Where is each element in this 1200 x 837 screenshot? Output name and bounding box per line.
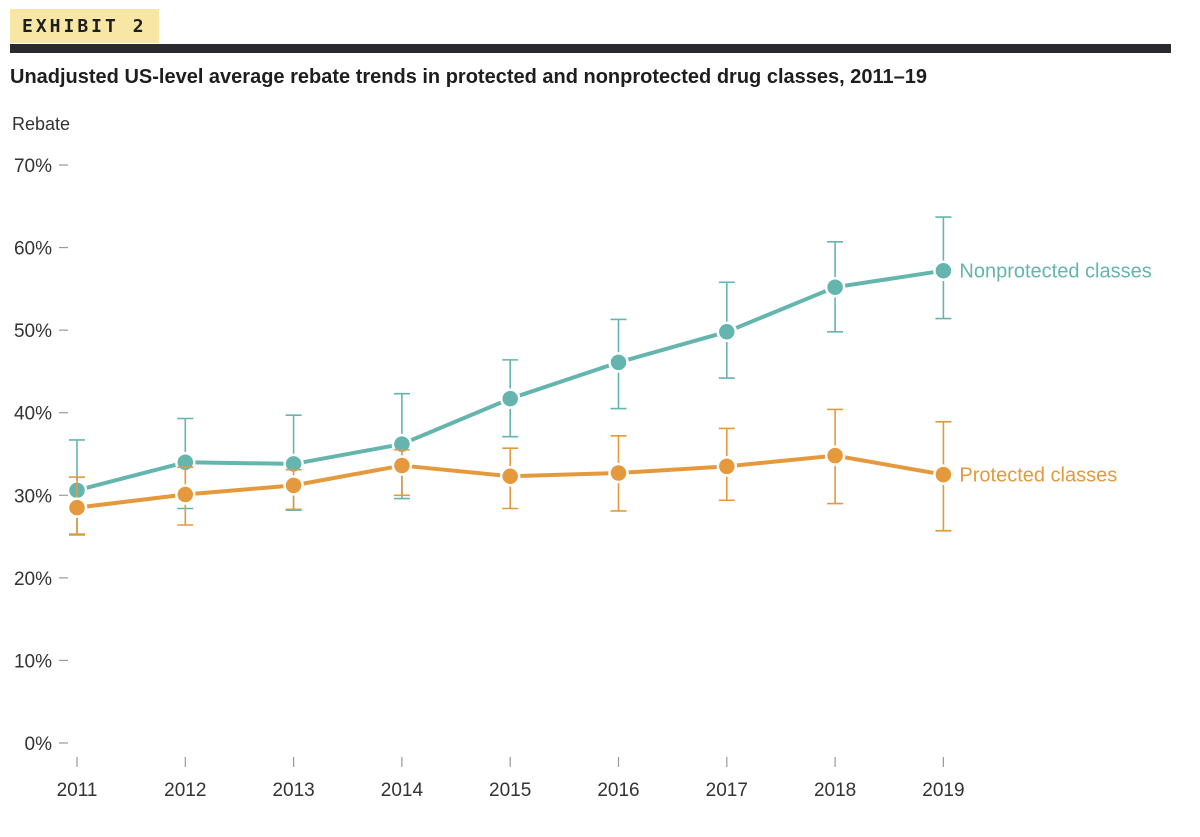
- data-point: [716, 321, 738, 343]
- y-tick-label: 60%: [14, 239, 52, 260]
- chart-title: Unadjusted US-level average rebate trend…: [10, 66, 927, 88]
- data-point: [499, 466, 521, 487]
- x-axis: 2011 2012 2013 2014 2015 2016 2017 2018 2019: [57, 757, 965, 801]
- y-tick-label: 20%: [14, 569, 52, 590]
- series-label: Protected classes: [959, 465, 1117, 487]
- y-tick-label: 0%: [25, 734, 53, 755]
- data-point: [608, 352, 629, 373]
- x-tick-label: 2011: [57, 780, 98, 801]
- y-axis: 0% 10% 20% 30% 40% 50% 60% 70%: [14, 156, 68, 755]
- y-tick-label: 70%: [14, 156, 52, 177]
- y-tick-label: 50%: [14, 321, 52, 342]
- y-tick-label: 10%: [14, 651, 52, 672]
- data-point: [66, 497, 88, 518]
- data-point: [933, 260, 954, 281]
- x-tick-label: 2013: [272, 780, 314, 801]
- data-point: [824, 445, 846, 466]
- x-tick-label: 2017: [706, 780, 748, 801]
- data-point: [608, 462, 629, 484]
- series-protected: Protected classes: [66, 408, 1117, 535]
- x-tick-label: 2018: [814, 780, 856, 801]
- series-layer: Nonprotected classes Protected classes: [66, 216, 1152, 536]
- data-point: [391, 455, 413, 476]
- series-label: Nonprotected classes: [959, 261, 1151, 283]
- x-tick-label: 2015: [489, 780, 531, 801]
- data-point: [824, 276, 846, 298]
- data-point: [175, 484, 196, 505]
- exhibit-label: EXHIBIT 2: [10, 9, 159, 43]
- data-point: [499, 388, 521, 409]
- data-point: [283, 475, 304, 496]
- y-tick-label: 30%: [14, 486, 52, 507]
- x-tick-label: 2019: [922, 780, 964, 801]
- x-tick-label: 2016: [597, 780, 639, 801]
- data-point: [716, 456, 738, 477]
- x-tick-label: 2014: [381, 780, 424, 801]
- y-tick-label: 40%: [14, 404, 52, 425]
- y-axis-label: Rebate: [12, 114, 70, 134]
- header-rule: [10, 44, 1171, 53]
- x-tick-label: 2012: [164, 780, 206, 801]
- series-nonprotected: Nonprotected classes: [66, 216, 1152, 536]
- data-point: [933, 464, 954, 485]
